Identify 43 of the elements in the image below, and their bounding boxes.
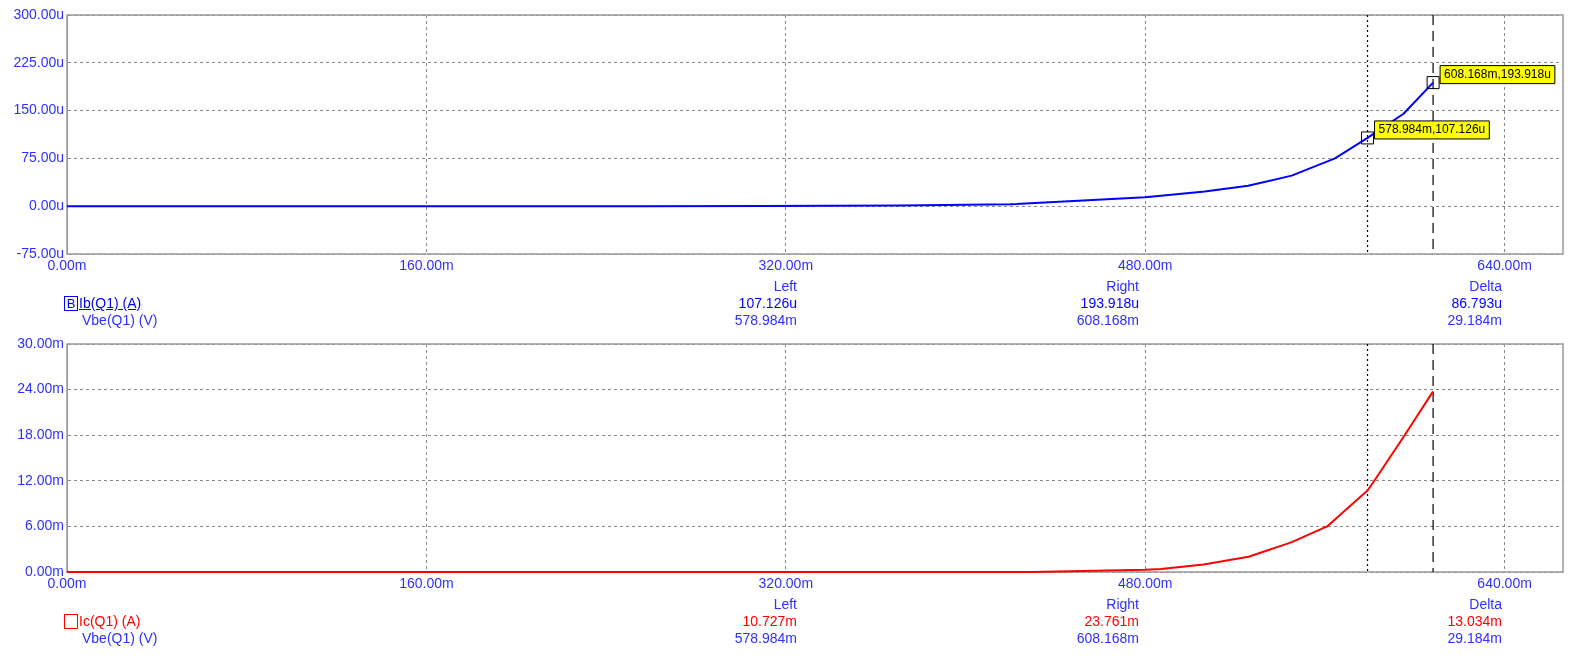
y-tick-label: 6.00m xyxy=(25,517,64,534)
text: Right xyxy=(1106,596,1139,613)
legend-label: Ic(Q1) (A) xyxy=(79,613,141,630)
x-tick-label: 160.00m xyxy=(399,575,454,592)
text: 13.034m xyxy=(1447,613,1502,630)
text: 578.984m xyxy=(734,312,797,329)
text: 608.168m xyxy=(1076,312,1139,329)
text: 29.184m xyxy=(1447,630,1502,647)
text: 86.793u xyxy=(1451,295,1502,312)
y-tick-label: 30.00m xyxy=(17,334,64,351)
x-tick-label: 320.00m xyxy=(758,257,814,274)
text: 29.184m xyxy=(1447,312,1502,329)
text: 23.761m xyxy=(1084,613,1139,630)
y-tick-label: 300.00u xyxy=(13,5,64,22)
y-tick-label: 24.00m xyxy=(17,380,64,397)
y-tick-label: 150.00u xyxy=(13,101,64,118)
y-tick-label: 225.00u xyxy=(13,53,64,70)
x-tick-label: 480.00m xyxy=(1117,575,1173,592)
x-tick-label: 640.00m xyxy=(1477,257,1532,274)
text: Delta xyxy=(1469,596,1502,613)
x-axis-title: Vbe(Q1) (V) xyxy=(82,312,158,329)
y-tick-label: 0.00u xyxy=(28,197,64,214)
x-axis-title: Vbe(Q1) (V) xyxy=(82,630,158,647)
y-tick-label: 75.00u xyxy=(21,149,64,166)
text: 193.918u xyxy=(1080,295,1139,312)
x-tick-label: 480.00m xyxy=(1117,257,1173,274)
annotation: 578.984m,107.126u xyxy=(1378,122,1486,137)
legend-label: Ib(Q1) (A) xyxy=(79,295,142,312)
text: Delta xyxy=(1469,278,1502,295)
y-tick-label: 18.00m xyxy=(17,426,64,443)
annotation: 608.168m,193.918u xyxy=(1444,66,1551,81)
y-tick-label: 12.00m xyxy=(17,471,64,488)
text: Right xyxy=(1106,278,1139,295)
x-tick-label: 640.00m xyxy=(1477,575,1532,592)
text: Left xyxy=(773,278,797,295)
text: Left xyxy=(773,596,797,613)
text: 10.727m xyxy=(742,613,797,630)
text: 107.126u xyxy=(738,295,797,312)
x-tick-label: 320.00m xyxy=(758,575,814,592)
text: 608.168m xyxy=(1076,630,1139,647)
legend-swatch: B xyxy=(64,296,78,311)
x-tick-label: 160.00m xyxy=(399,257,454,274)
text: 578.984m xyxy=(734,630,797,647)
